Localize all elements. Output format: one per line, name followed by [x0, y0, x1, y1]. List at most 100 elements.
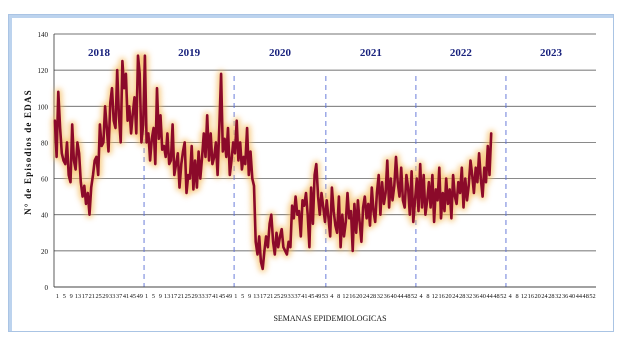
- y-axis-label: N° de Episodios de EDAS: [23, 89, 33, 215]
- x-tick-label: 9: [248, 293, 251, 300]
- x-tick-label: 32: [555, 293, 561, 300]
- x-tick-label: 12: [432, 293, 438, 300]
- frame-top-bar: [8, 14, 614, 18]
- x-tick-label: 41: [212, 293, 218, 300]
- x-tick-label: 5: [63, 293, 66, 300]
- x-tick-label: 45: [308, 293, 314, 300]
- x-tick-label: 41: [301, 293, 307, 300]
- x-tick-labels: 1 5 9 13 17 21 25 29 33 37 41 45 49 1 5 9 13 17 21 25 29 33 37…: [56, 293, 596, 300]
- x-tick-label: 33: [109, 293, 115, 300]
- x-tick-label: 21: [89, 293, 95, 300]
- y-tick-label: 60: [41, 176, 49, 184]
- x-tick-label: 20: [535, 293, 541, 300]
- x-tick-label: 8: [337, 293, 340, 300]
- x-tick-label: 21: [267, 293, 273, 300]
- y-tick-label: 100: [38, 103, 49, 111]
- x-tick-label: 40: [390, 293, 396, 300]
- x-tick-label: 44: [487, 293, 494, 300]
- chart-frame: [8, 14, 614, 332]
- x-tick-label: 29: [281, 293, 287, 300]
- frame-left-bar: [8, 14, 12, 332]
- x-tick-label: 45: [130, 293, 136, 300]
- x-tick-label: 33: [288, 293, 294, 300]
- x-tick-label: 17: [82, 293, 88, 300]
- x-tick-label: 44: [576, 293, 583, 300]
- x-tick-label: 1: [234, 293, 237, 300]
- x-tick-label: 40: [569, 293, 575, 300]
- year-dividers: [143, 76, 507, 287]
- x-tick-label: 41: [123, 293, 129, 300]
- x-tick-label: 13: [164, 293, 170, 300]
- x-tick-label: 13: [75, 293, 81, 300]
- x-tick-label: 25: [95, 293, 101, 300]
- y-tick-label: 40: [41, 212, 49, 220]
- x-tick-label: 28: [370, 293, 376, 300]
- x-tick-label: 8: [516, 293, 519, 300]
- x-tick-label: 12: [342, 293, 348, 300]
- y-tick-label: 140: [38, 31, 49, 39]
- x-tick-label: 48: [493, 293, 499, 300]
- x-tick-label: 12: [521, 293, 527, 300]
- x-tick-label: 1: [145, 293, 148, 300]
- y-tick-label: 0: [45, 284, 49, 292]
- x-tick-label: 32: [466, 293, 472, 300]
- x-tick-label: 20: [356, 293, 362, 300]
- x-tick-label: 48: [404, 293, 410, 300]
- x-tick-label: 32: [377, 293, 383, 300]
- x-tick-label: 17: [260, 293, 266, 300]
- x-tick-label: 5: [152, 293, 155, 300]
- x-axis-label: SEMANAS EPIDEMIOLOGICAS: [273, 314, 386, 323]
- year-label: 2020: [269, 47, 292, 59]
- x-tick-label: 28: [459, 293, 465, 300]
- x-tick-label: 40: [480, 293, 486, 300]
- x-tick-label: 4: [509, 293, 513, 300]
- axes: [53, 34, 596, 288]
- x-tick-label: 24: [541, 293, 548, 300]
- x-tick-label: 5: [241, 293, 244, 300]
- x-tick-label: 29: [191, 293, 197, 300]
- x-tick-label: 25: [185, 293, 191, 300]
- x-tick-label: 53: [322, 293, 328, 300]
- series-line-path: [53, 54, 493, 271]
- x-tick-label: 52: [500, 293, 506, 300]
- x-tick-label: 24: [452, 293, 459, 300]
- y-tick-label: 120: [38, 67, 49, 75]
- x-tick-label: 29: [102, 293, 108, 300]
- x-tick-label: 37: [116, 293, 122, 300]
- x-tick-label: 36: [473, 293, 479, 300]
- x-tick-label: 21: [178, 293, 184, 300]
- x-tick-label: 36: [562, 293, 568, 300]
- year-labels: 2018 2019 2020 2021 2022 2023: [88, 47, 562, 59]
- x-tick-label: 45: [219, 293, 225, 300]
- year-label: 2018: [88, 47, 111, 59]
- x-tick-label: 24: [363, 293, 370, 300]
- y-tick-labels: 0 20 40 60 80 100 120 140: [38, 31, 49, 292]
- x-tick-label: 9: [70, 293, 73, 300]
- x-tick-label: 25: [274, 293, 280, 300]
- year-label: 2023: [540, 47, 563, 59]
- x-tick-label: 48: [583, 293, 589, 300]
- year-label: 2022: [450, 47, 473, 59]
- x-tick-label: 49: [226, 293, 232, 300]
- x-tick-label: 52: [411, 293, 417, 300]
- x-tick-label: 1: [56, 293, 59, 300]
- x-tick-label: 8: [426, 293, 429, 300]
- x-tick-label: 13: [253, 293, 259, 300]
- x-tick-label: 37: [205, 293, 211, 300]
- x-tick-label: 16: [528, 293, 534, 300]
- x-tick-label: 49: [137, 293, 143, 300]
- year-label: 2019: [178, 47, 201, 59]
- x-tick-label: 36: [384, 293, 390, 300]
- x-tick-label: 17: [171, 293, 177, 300]
- x-tick-label: 33: [198, 293, 204, 300]
- x-tick-label: 4: [330, 293, 334, 300]
- x-tick-label: 20: [445, 293, 451, 300]
- y-tick-label: 80: [41, 139, 49, 147]
- x-tick-label: 16: [349, 293, 355, 300]
- x-tick-label: 28: [548, 293, 554, 300]
- x-tick-label: 16: [438, 293, 444, 300]
- x-tick-label: 52: [589, 293, 595, 300]
- x-tick-label: 44: [397, 293, 404, 300]
- x-tick-label: 4: [419, 293, 423, 300]
